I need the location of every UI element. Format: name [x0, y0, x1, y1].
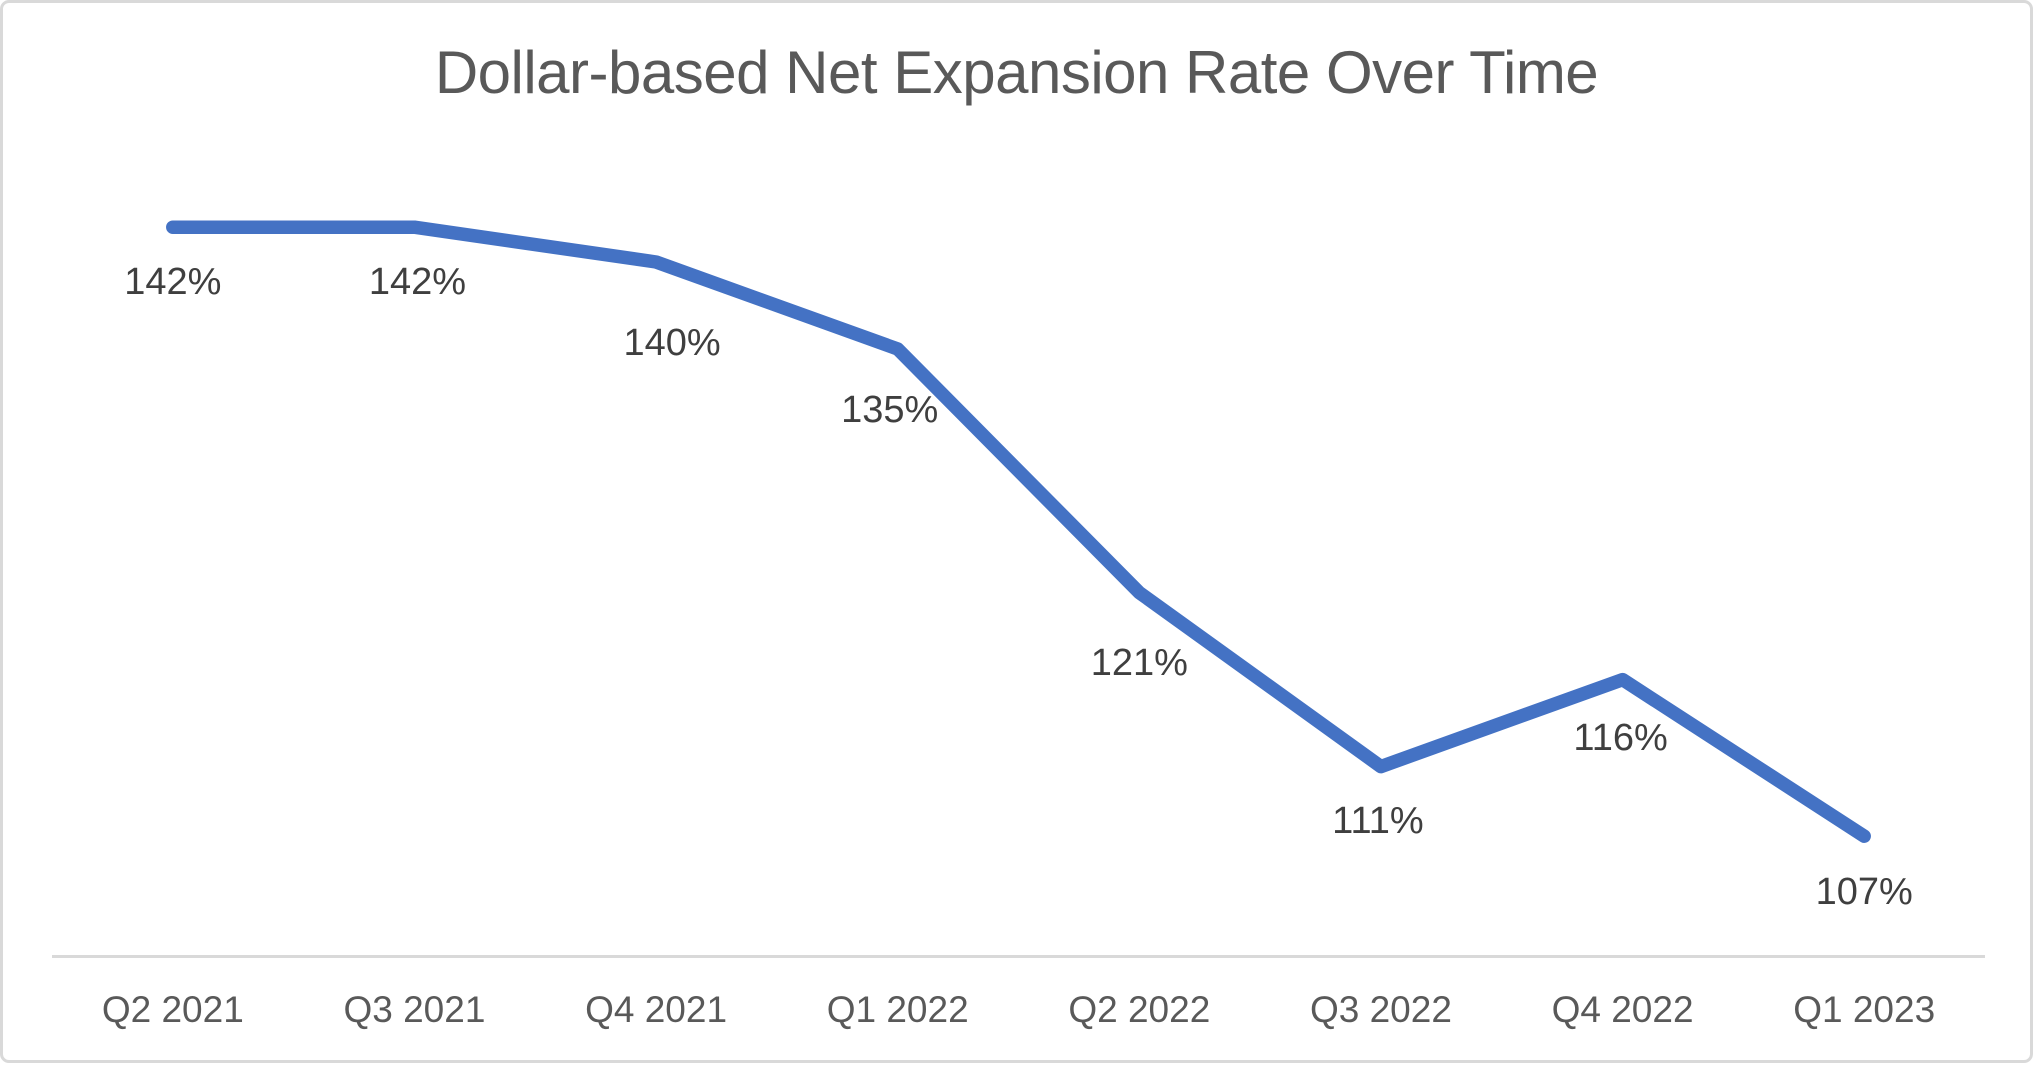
x-tick-label: Q4 2022 [1551, 989, 1694, 1030]
chart-title: Dollar-based Net Expansion Rate Over Tim… [434, 39, 1599, 106]
x-tick-label: Q2 2022 [1068, 989, 1211, 1030]
x-tick-label: Q1 2022 [826, 989, 969, 1030]
x-tick-label: Q3 2021 [343, 989, 486, 1030]
data-label: 107% [1815, 871, 1913, 914]
data-label: 142% [124, 261, 222, 304]
data-label: 140% [623, 322, 721, 364]
x-tick-label: Q1 2023 [1793, 989, 1936, 1030]
data-label: 111% [1332, 799, 1424, 842]
data-label: 142% [368, 261, 467, 304]
x-tick-label: Q3 2022 [1309, 989, 1452, 1030]
data-line [166, 220, 1871, 843]
x-tick-label: Q2 2021 [101, 989, 244, 1030]
data-label: 135% [841, 389, 939, 431]
line-plot [52, 220, 1985, 958]
x-tick-label: Q4 2021 [585, 989, 728, 1030]
data-label: 116% [1573, 716, 1668, 759]
data-label: 121% [1090, 641, 1188, 684]
